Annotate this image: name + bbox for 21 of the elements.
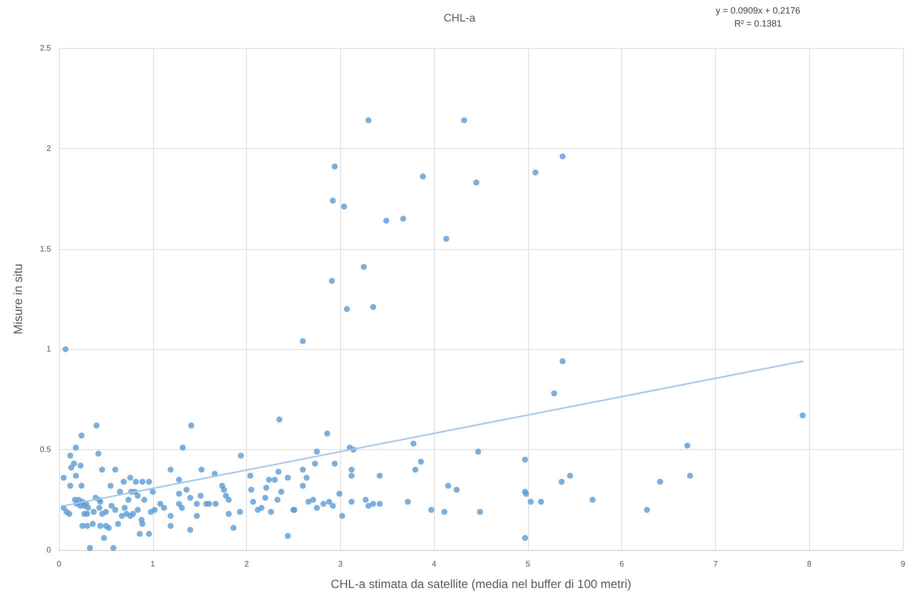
y-tick-label: 0 <box>46 546 52 554</box>
x-tick-label: 3 <box>338 560 344 568</box>
chart-title: CHL-a <box>444 12 476 24</box>
x-tick-label: 5 <box>526 560 531 568</box>
x-tick-label: 2 <box>244 560 250 568</box>
text: R² = 0.1381 <box>734 18 782 28</box>
y-tick-label: 1 <box>46 344 52 354</box>
x-tick-label: 7 <box>713 560 718 568</box>
y-tick-label: 2.5 <box>40 44 52 52</box>
y-tick-label: 2 <box>46 144 52 153</box>
y-axis-title: Misure in situ <box>11 264 25 334</box>
x-axis-title: CHL-a stimata da satellite (media nel buffer di 100 metri) <box>330 577 632 591</box>
x-tick-label: 4 <box>432 560 437 568</box>
y-tick-label: 0.5 <box>40 445 52 454</box>
y-tick-label: 1.5 <box>40 244 52 254</box>
x-tick-label: 6 <box>619 560 624 568</box>
x-tick-label: 8 <box>806 560 812 568</box>
x-tick-label: 0 <box>56 560 62 568</box>
x-tick-label: 1 <box>150 560 156 568</box>
x-tick-label: 9 <box>900 560 906 568</box>
text: y = 0.0909x + 0.2176 <box>716 6 800 16</box>
